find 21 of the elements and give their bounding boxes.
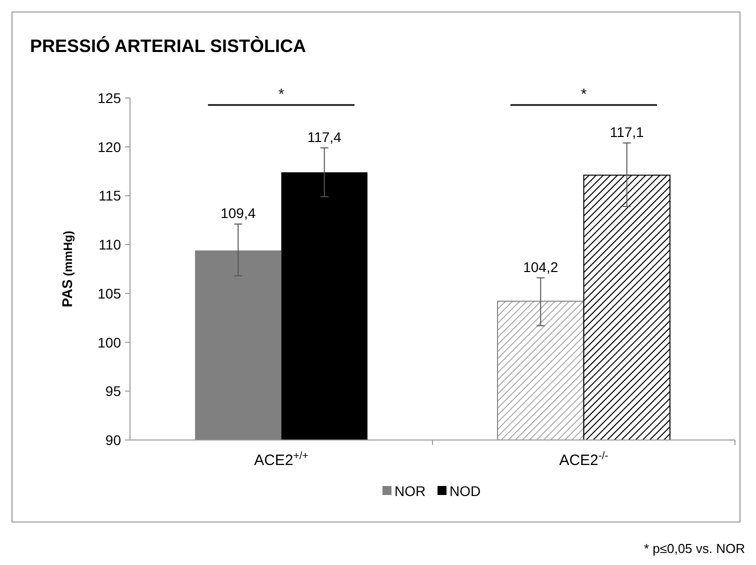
annotation: * — [580, 86, 587, 103]
y-tick-label: 120 — [98, 138, 122, 155]
y-tick-label: 115 — [98, 188, 122, 204]
data-label: 104,2 — [523, 258, 558, 275]
text: * p≤0,05 vs. NOR — [644, 541, 745, 556]
data-label: 117,1 — [610, 124, 644, 140]
chart-title: PRESSIÓ ARTERIAL SISTÒLICA — [30, 36, 306, 56]
y-tick-label: 90 — [105, 432, 122, 448]
legend-label: NOR — [394, 483, 426, 499]
y-tick-label: 100 — [98, 334, 122, 350]
legend-label: NOD — [450, 483, 481, 499]
x-tick-label: ACE2$^{-/-}$ — [559, 450, 609, 469]
y-tick-label: 110 — [98, 236, 122, 253]
y-tick-label: 105 — [98, 285, 122, 302]
y-tick-label: 95 — [105, 383, 122, 400]
data-label: 117,4 — [307, 128, 342, 145]
annotation: * — [278, 86, 284, 103]
data-label: 109,4 — [220, 205, 256, 222]
y-tick-label: 125 — [98, 90, 122, 106]
x-tick-label: ACE2$^{+/+}$ — [254, 450, 308, 469]
y-axis-title: PAS (mmHg) — [59, 230, 75, 308]
